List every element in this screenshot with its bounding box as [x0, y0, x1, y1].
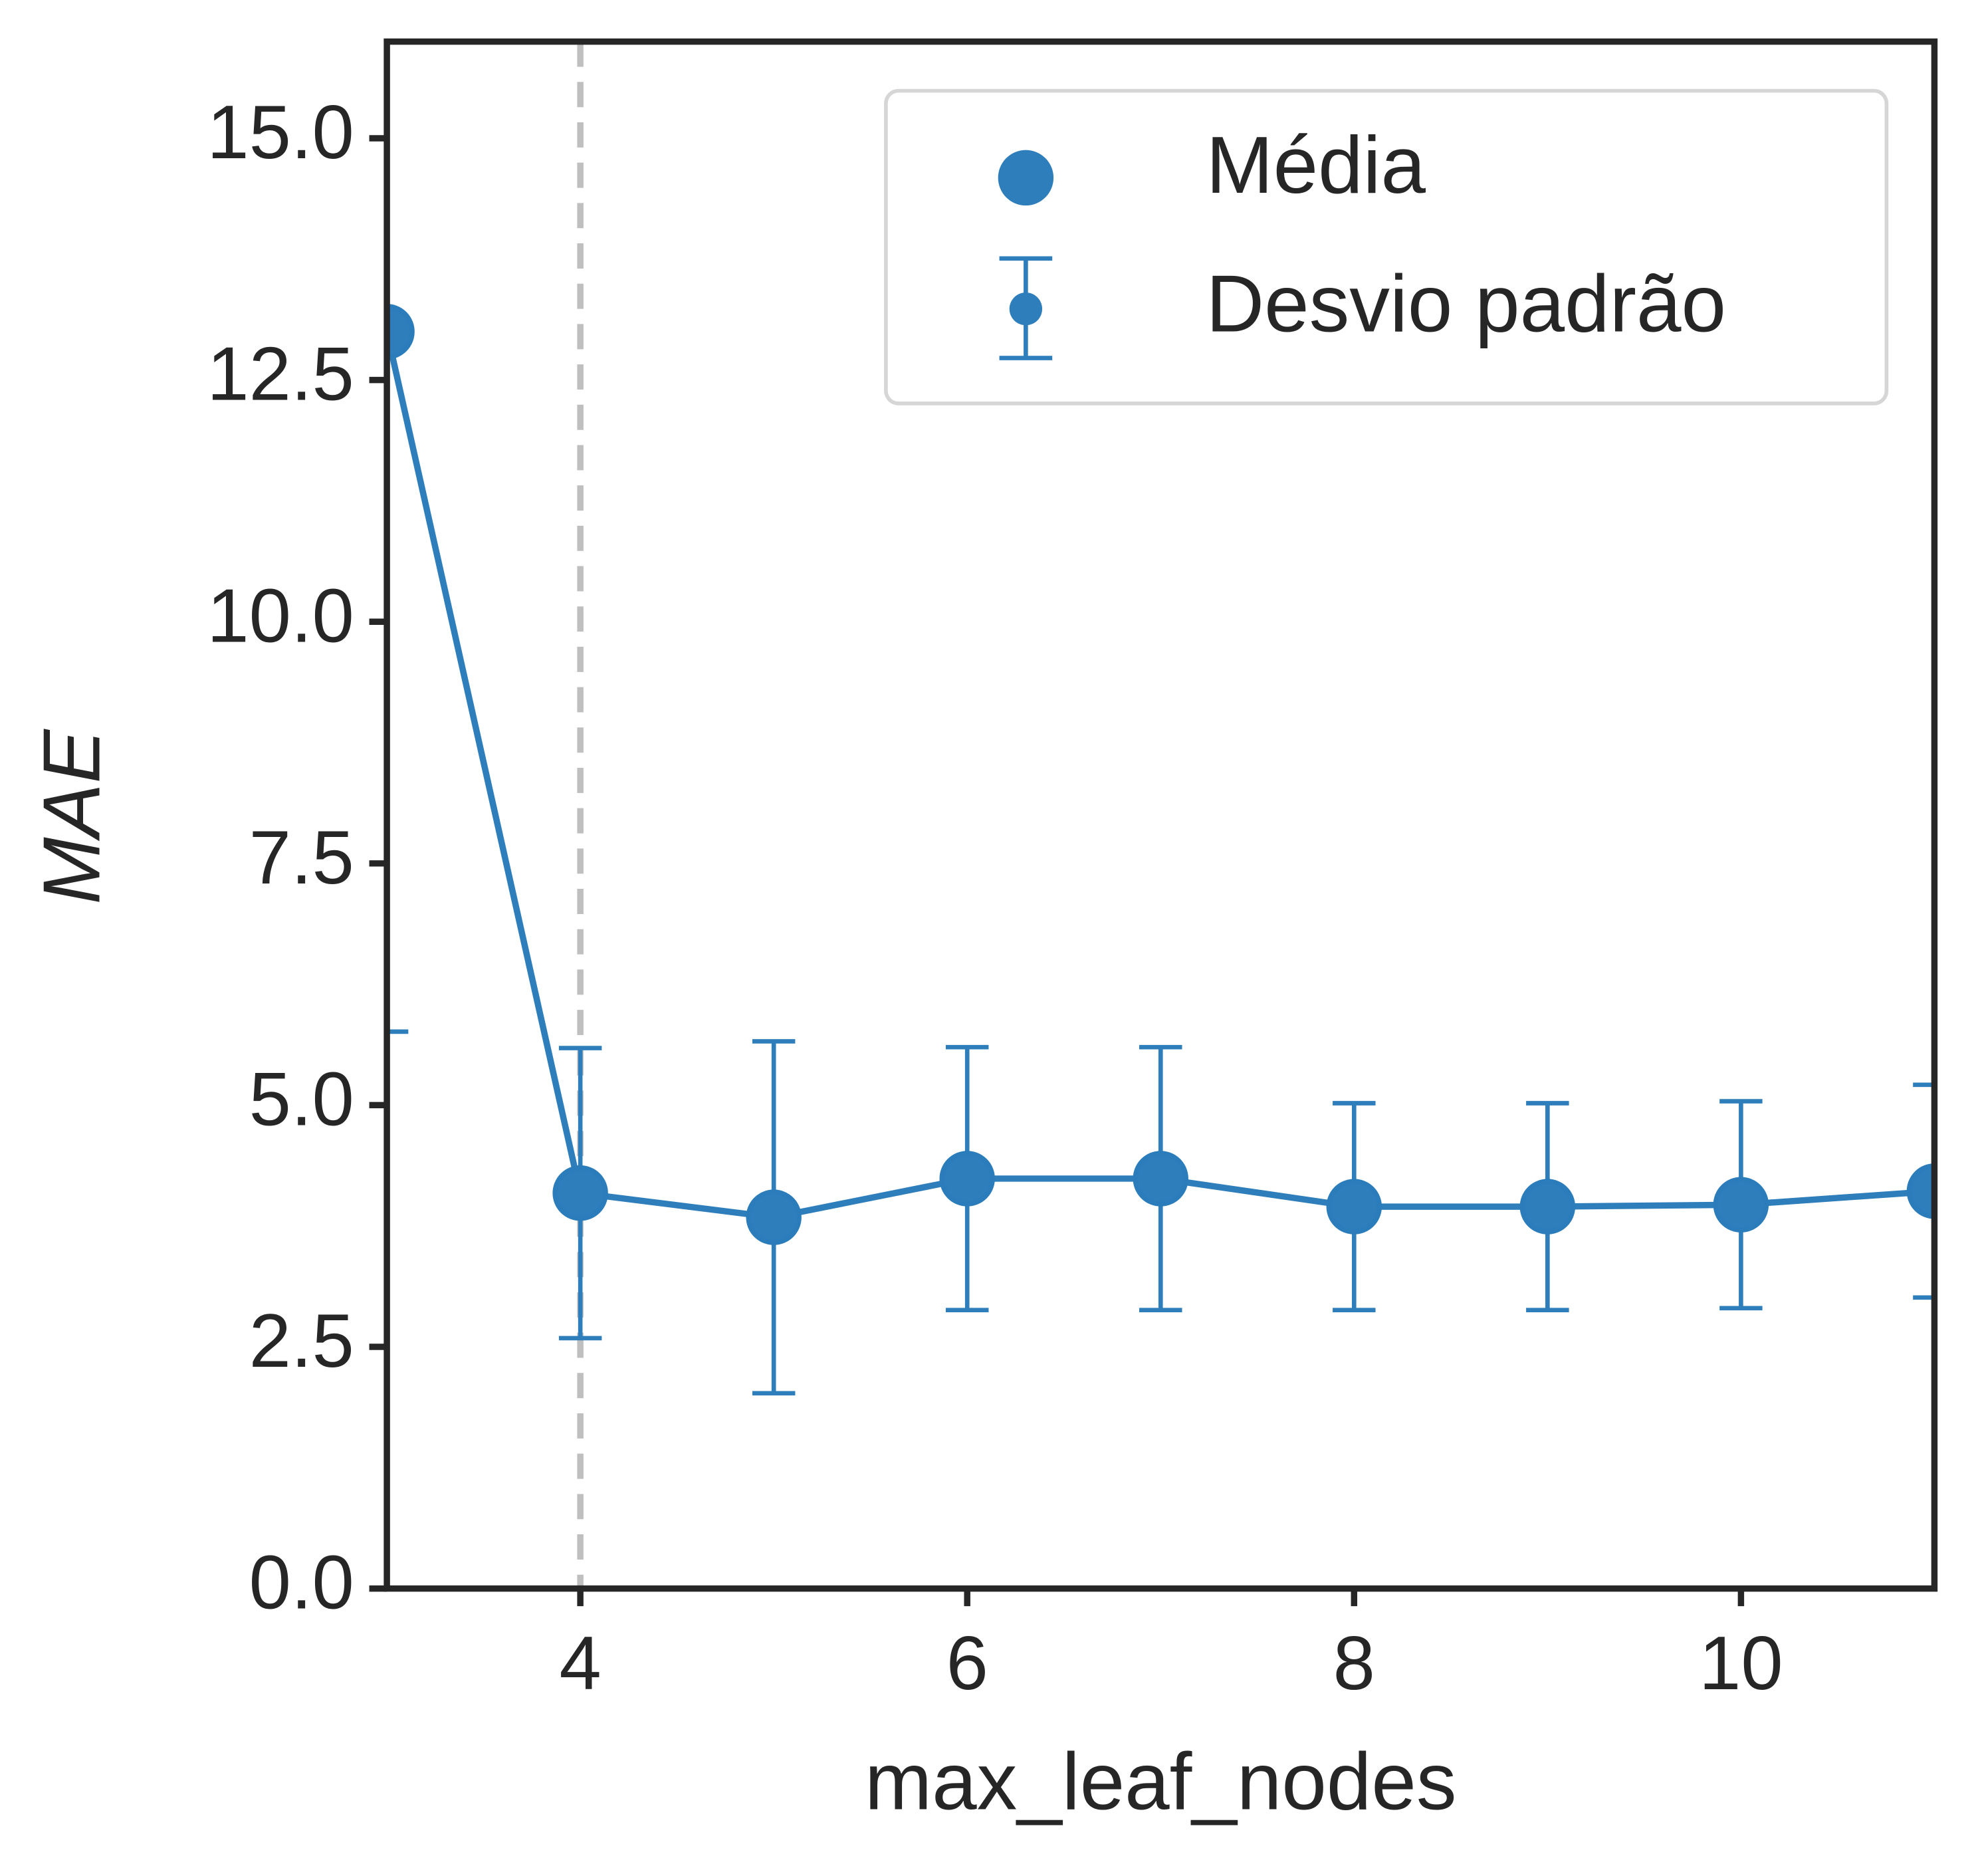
y-tick-label: 5.0 [249, 1057, 354, 1141]
axes-frame [384, 38, 1938, 1592]
x-tick-label: 8 [1333, 1621, 1375, 1706]
marker [1713, 1177, 1769, 1232]
plot-area [387, 41, 1935, 1589]
x-axis-label: max_leaf_nodes [865, 1736, 1456, 1826]
marker [387, 304, 415, 360]
y-tick-label: 15.0 [207, 90, 354, 175]
marker [1133, 1151, 1188, 1207]
error-bar [1913, 1082, 1935, 1300]
error-bar [387, 41, 409, 1034]
legend-label: Média [1206, 120, 1426, 210]
marker [1906, 1163, 1935, 1219]
marker [1519, 1179, 1576, 1234]
y-tick-label: 0.0 [249, 1541, 354, 1625]
marker [1326, 1179, 1382, 1234]
legend-error-icon [1009, 292, 1043, 326]
y-tick-label: 10.0 [207, 574, 354, 658]
marker [552, 1165, 608, 1221]
legend: Média Desvio padrão [884, 88, 1889, 406]
marker [939, 1151, 995, 1207]
legend-marker [998, 150, 1054, 206]
y-tick-label: 12.5 [207, 332, 354, 417]
x-tick-label: 10 [1699, 1621, 1783, 1706]
x-tick-label: 6 [946, 1621, 988, 1706]
legend-frame [884, 88, 1889, 406]
y-tick-label: 7.5 [249, 816, 354, 900]
marker [746, 1189, 802, 1245]
y-tick-label: 2.5 [249, 1299, 354, 1383]
x-tick-label: 4 [559, 1621, 601, 1706]
y-axis-label: MAE [27, 728, 117, 904]
legend-label: Desvio padrão [1206, 259, 1726, 349]
